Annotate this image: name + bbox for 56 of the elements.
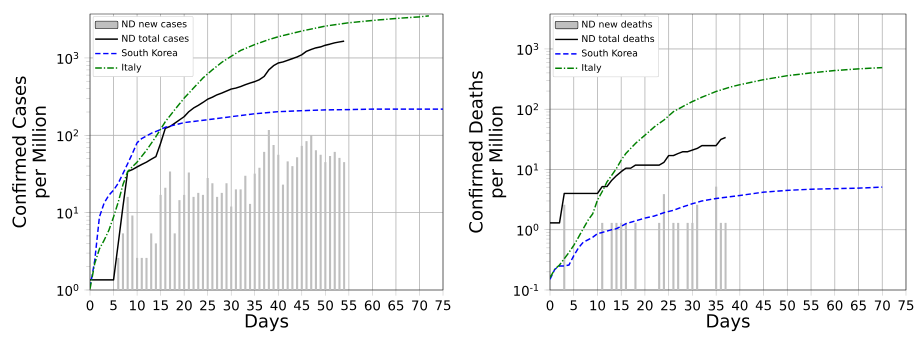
x-tick-label: 5: [570, 300, 577, 310]
x-tick-label: 20: [637, 300, 653, 310]
line-series: [90, 40, 345, 281]
x-tick-label: 0: [86, 300, 94, 310]
y-tick-label: 10$^{2}$: [58, 129, 78, 142]
legend-label: ND new deaths: [582, 20, 652, 28]
y-tick-label: 10$^{0}$: [517, 224, 538, 236]
x-axis-title: Days: [707, 314, 750, 332]
x-tick-label: 30: [224, 300, 239, 310]
x-tick-label: 10: [130, 300, 145, 310]
x-tick-label: 75: [436, 300, 450, 310]
x-tick-label: 65: [850, 300, 866, 310]
x-tick-label: 50: [780, 300, 795, 310]
x-tick-label: 60: [827, 300, 842, 310]
y-tick-label: 10$^{0}$: [58, 284, 78, 296]
x-tick-label: 35: [247, 300, 262, 310]
x-tick-label: 70: [874, 300, 890, 310]
x-tick-label: 10: [590, 300, 606, 310]
legend-label: South Korea: [582, 49, 638, 57]
x-tick-label: 15: [614, 300, 629, 310]
x-tick-label: 75: [898, 300, 914, 310]
line-series: [90, 15, 430, 290]
x-tick-label: 55: [804, 300, 818, 310]
x-tick-label: 15: [154, 300, 168, 310]
line-series: [550, 186, 883, 280]
y-tick-label: 10$^{3}$: [517, 42, 538, 55]
legend-label: Italy: [582, 64, 602, 73]
x-tick-label: 30: [684, 300, 700, 310]
legend-label: ND new cases: [122, 20, 187, 28]
x-tick-label: 55: [341, 300, 356, 310]
x-tick-label: 25: [200, 300, 215, 310]
legend-label: South Korea: [122, 49, 178, 56]
x-tick-label: 35: [708, 300, 724, 310]
legend-label: Italy: [122, 63, 142, 72]
x-tick-label: 25: [661, 300, 676, 310]
x-tick-label: 40: [270, 300, 286, 310]
y-tick-label: 10$^{1}$: [58, 206, 78, 219]
x-tick-label: 40: [732, 300, 748, 310]
x-axis-title: Days: [246, 314, 288, 332]
x-tick-label: 65: [388, 300, 404, 310]
x-tick-label: 45: [756, 300, 771, 310]
legend-label: ND total deaths: [582, 34, 654, 42]
x-tick-label: 60: [364, 300, 380, 310]
y-axis-title: Confirmed Cases per Million: [12, 76, 50, 228]
y-axis-title: Confirmed Deaths per Million: [468, 71, 506, 233]
x-tick-label: 20: [176, 300, 192, 310]
y-tick-label: 10$^{-1}$: [514, 284, 538, 296]
x-tick-label: 5: [110, 300, 117, 310]
x-tick-label: 45: [294, 300, 310, 310]
y-tick-label: 10$^{3}$: [58, 52, 78, 64]
y-tick-label: 10$^{2}$: [517, 103, 538, 116]
y-tick-label: 10$^{1}$: [517, 164, 538, 176]
x-tick-label: 50: [318, 300, 333, 310]
x-tick-label: 0: [546, 300, 554, 310]
x-tick-label: 70: [412, 300, 428, 310]
legend-label: ND total cases: [122, 34, 189, 42]
